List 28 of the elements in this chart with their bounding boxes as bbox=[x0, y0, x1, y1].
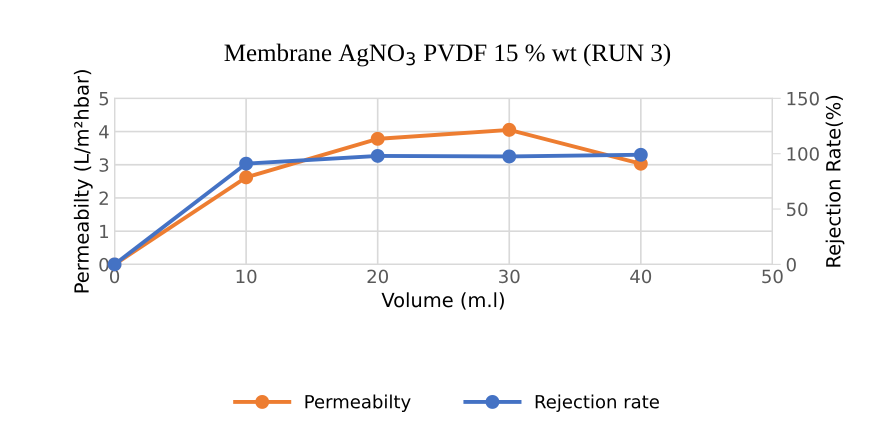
y-tick-label: 0 bbox=[99, 258, 108, 272]
legend-label: Rejection rate bbox=[536, 394, 659, 412]
legend-label: Permeabilty bbox=[306, 394, 411, 412]
x-tick-label: 20 bbox=[368, 270, 388, 284]
y2-tick-label: 50 bbox=[786, 202, 808, 216]
point bbox=[239, 170, 254, 184]
y2-axis-title: Rejection Rate(%) bbox=[826, 96, 844, 267]
x-tick-label: 50 bbox=[762, 270, 783, 284]
y-tick-label: 2 bbox=[100, 191, 108, 205]
x-tick-label: 30 bbox=[499, 270, 520, 284]
chart-title: Membrane AgNO$_{3}$ PVDF 15 % wt (RUN 3) bbox=[224, 44, 670, 66]
y2-tick-label: 100 bbox=[788, 147, 819, 161]
y2-tick-label: 150 bbox=[788, 92, 819, 106]
y-tick-label: 3 bbox=[100, 158, 108, 172]
point bbox=[634, 148, 648, 162]
point bbox=[502, 150, 516, 164]
y2-tick-label: 0 bbox=[786, 258, 796, 272]
point bbox=[370, 148, 385, 163]
point bbox=[239, 156, 254, 171]
y-tick-label: 1 bbox=[100, 224, 108, 238]
x-tick-label: 10 bbox=[236, 270, 256, 284]
point bbox=[502, 122, 516, 137]
y-axis-title: Permeabilty (L/m²hbar) bbox=[74, 70, 93, 292]
x-tick-label: 40 bbox=[630, 270, 652, 284]
x-axis-title: Volume (m.l) bbox=[382, 292, 504, 310]
y-tick-label: 4 bbox=[99, 125, 109, 138]
y-tick-label: 5 bbox=[100, 92, 108, 106]
point bbox=[370, 132, 385, 146]
